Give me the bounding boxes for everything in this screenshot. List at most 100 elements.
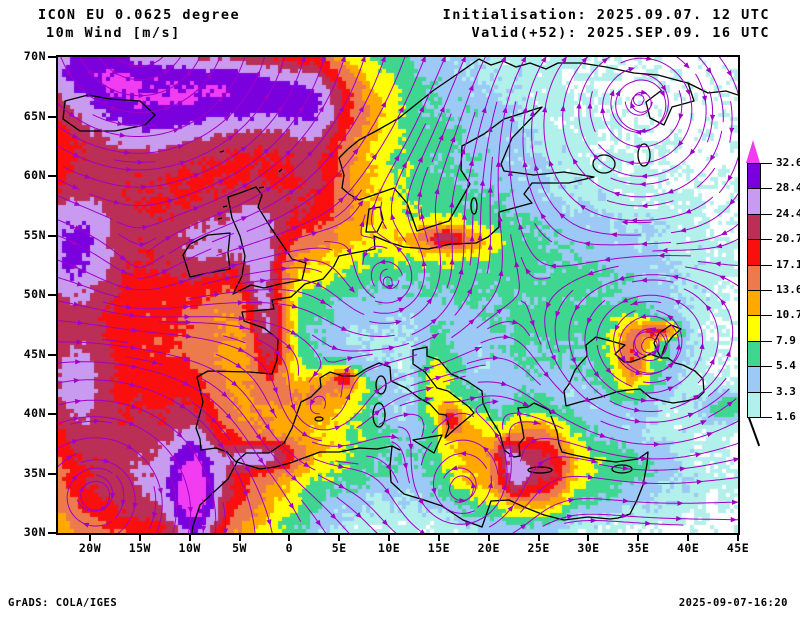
streamline-path [562, 57, 723, 198]
colorbar-tick [747, 213, 772, 215]
streamline-path [454, 101, 498, 316]
colorbar-bottom-edge [747, 417, 759, 418]
coastline-path [358, 106, 595, 250]
initialisation-time: Initialisation: 2025.09.07. 12 UTC [442, 7, 770, 23]
lat-tick-label: 70N [23, 49, 46, 63]
streamline-path [137, 248, 212, 279]
coastline-path [182, 232, 231, 278]
streamline-path [564, 520, 684, 526]
streamline-path [311, 334, 409, 352]
streamline-path [729, 101, 733, 143]
coastline-path [227, 186, 307, 295]
lat-tick-label: 40N [23, 406, 46, 420]
lon-tick-label: 40E [677, 541, 700, 555]
lon-tick-label: 25E [527, 541, 550, 555]
streamlines [58, 57, 738, 533]
streamline-path [683, 288, 719, 384]
coastline-path [338, 58, 738, 201]
lat-tick-label: 45N [23, 346, 46, 361]
streamline-path [114, 57, 164, 67]
lon-tick-label: 10E [377, 541, 401, 555]
colorbar-tick [747, 290, 772, 291]
colorbar-tick [747, 340, 772, 342]
streamline-path [622, 221, 652, 224]
valid-time: Valid(+52): 2025.SEP.09. 16 UTC [471, 25, 770, 41]
streamline-path [477, 475, 492, 508]
streamline-path [520, 257, 551, 280]
coastline-path [191, 415, 649, 533]
streamline-path [718, 57, 738, 194]
streamline-path [335, 460, 359, 465]
streamline-path [369, 320, 401, 324]
streamline-path [370, 261, 403, 287]
colorbar-tick [747, 417, 772, 418]
colorbar-tick-label: 3.3 [776, 384, 796, 398]
lon-tick [188, 534, 191, 541]
coastline-path [195, 235, 552, 463]
streamline-path [201, 267, 323, 286]
streamline-path [390, 123, 427, 243]
model-title: ICON EU 0.0625 degree [38, 7, 241, 23]
streamline-path [488, 456, 597, 528]
streamline-path [236, 278, 365, 316]
streamline-path [88, 57, 326, 207]
streamline-path [58, 341, 316, 471]
streamline-path [146, 57, 366, 253]
lon-tick [89, 534, 91, 541]
streamline-path [512, 498, 738, 533]
lon-tick [138, 534, 141, 541]
streamline-path [685, 266, 738, 287]
streamline-path [301, 499, 327, 533]
streamline-path [222, 335, 246, 344]
lon-tick-label: 5E [331, 541, 347, 555]
streamline-path [200, 377, 350, 533]
streamline-path [79, 57, 201, 97]
colorbar-tick [747, 188, 772, 190]
streamline-path [58, 379, 256, 533]
streamline-path [58, 399, 217, 533]
lon-tick-label: 20E [477, 541, 500, 555]
coastline-path [365, 206, 384, 233]
colorbar-overflow-arrow [746, 140, 760, 163]
streamline-path [676, 223, 738, 245]
island-or-lake-outline [592, 154, 616, 174]
streamline-path [378, 413, 425, 438]
colorbar-segment [747, 340, 761, 367]
streamline-path [670, 192, 738, 234]
lon-tick-label: 5W [232, 541, 247, 555]
streamline-path [601, 67, 683, 148]
streamline-path [323, 353, 373, 363]
streamline-path [420, 441, 433, 466]
lon-tick [388, 534, 391, 541]
streamline-path [102, 338, 129, 344]
colorbar-bottom-pointer [748, 417, 760, 447]
streamline-path [58, 277, 122, 299]
streamline-path [373, 57, 466, 314]
streamline-path [596, 294, 704, 394]
colorbar-segment [747, 163, 761, 189]
streamline-path [116, 57, 346, 229]
streamline-path [188, 289, 333, 308]
streamline-path [379, 268, 400, 290]
streamline-path [433, 452, 488, 514]
streamline-path [216, 57, 426, 257]
streamline-path [313, 457, 425, 533]
streamline-path [410, 57, 486, 319]
creation-timestamp: 2025-09-07-16:20 [678, 597, 788, 609]
lon-tick [338, 534, 341, 541]
streamline-path [578, 57, 707, 177]
streamline-path [267, 332, 300, 376]
streamline-path [58, 320, 322, 442]
streamline-path [697, 260, 738, 267]
lon-tick-label: 15E [427, 541, 451, 555]
streamline-path [531, 91, 641, 236]
wind-speed-field-canvas [58, 57, 738, 533]
lat-tick [48, 532, 56, 534]
colorbar-tick-label: 7.9 [776, 333, 796, 347]
colorbar-tick-label: 10.7 [776, 308, 800, 322]
streamline-path [612, 310, 683, 375]
lon-tick-label: 0 [285, 541, 294, 555]
lon-tick [637, 534, 640, 541]
lat-tick-label: 30N [23, 525, 46, 539]
